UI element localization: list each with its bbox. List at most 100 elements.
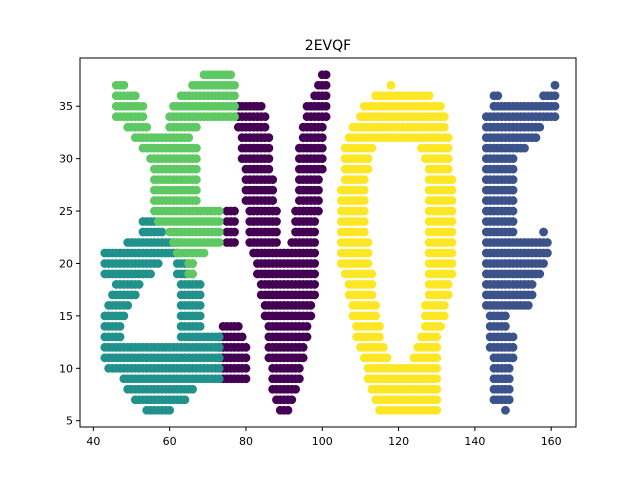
- scatter-point-series-3: [146, 269, 155, 279]
- scatter-point-series-5: [378, 342, 388, 352]
- scatter-point-series-1: [321, 112, 331, 122]
- scatter-point-series-1: [302, 332, 312, 342]
- scatter-point-series-1: [294, 374, 304, 384]
- scatter-point-series-4: [230, 80, 239, 90]
- scatter-point-series-1: [302, 321, 312, 331]
- scatter-point-series-1: [260, 122, 270, 132]
- x-tick-label: 160: [541, 435, 562, 448]
- scatter-point-series-3: [134, 280, 144, 289]
- scatter-point-series-5: [367, 290, 377, 300]
- plot-frame: [79, 57, 577, 428]
- scatter-point-series-1: [230, 238, 239, 247]
- scatter-point-series-2: [508, 154, 518, 164]
- scatter-point-series-3: [119, 311, 129, 321]
- scatter-point-series-3: [157, 227, 167, 237]
- scatter-point-series-4: [191, 196, 201, 205]
- scatter-point-series-2: [508, 332, 518, 342]
- scatter-point-series-1: [264, 143, 274, 153]
- scatter-point-series-1: [310, 269, 320, 279]
- scatter-point-series-5: [359, 217, 369, 226]
- scatter-point-series-5: [439, 112, 449, 122]
- scatter-point-series-2: [508, 353, 518, 363]
- scatter-point-series-5: [424, 91, 434, 101]
- scatter-point-series-1: [298, 342, 308, 352]
- scatter-point-series-2: [508, 342, 518, 352]
- scatter-point-series-4: [226, 70, 236, 80]
- scatter-point-series-3: [180, 395, 190, 405]
- scatter-point-series-5: [439, 311, 449, 321]
- scatter-point-series-4: [130, 91, 140, 101]
- scatter-point-series-1: [321, 101, 331, 111]
- scatter-point-series-4: [191, 122, 201, 132]
- scatter-point-series-5: [382, 353, 392, 363]
- scatter-point-series-1: [283, 405, 293, 415]
- scatter-point-series-4: [184, 133, 194, 143]
- scatter-point-series-3: [115, 321, 125, 331]
- scatter-point-series-5: [363, 154, 373, 164]
- scatter-point-series-3: [214, 363, 224, 373]
- scatter-point-series-1: [321, 70, 331, 80]
- y-tick-label: 35: [59, 100, 73, 113]
- scatter-point-series-2: [504, 395, 514, 405]
- scatter-point-series-3: [115, 332, 125, 342]
- scatter-point-series-1: [256, 101, 266, 111]
- scatter-point-series-4: [214, 227, 224, 237]
- scatter-point-series-1: [314, 206, 323, 216]
- scatter-point-series-5: [363, 164, 373, 174]
- scatter-point-series-1: [306, 301, 316, 310]
- scatter-point-series-4: [214, 206, 224, 216]
- scatter-point-series-1: [287, 395, 297, 405]
- scatter-point-series-5: [375, 321, 384, 331]
- scatter-point-series-5: [359, 175, 369, 185]
- scatter-point-series-1: [272, 227, 281, 237]
- scatter-point-series-1: [314, 175, 323, 185]
- scatter-point-series-1: [268, 175, 278, 185]
- scatter-point-series-3: [195, 280, 205, 289]
- scatter-point-series-5: [447, 175, 457, 185]
- scatter-point-series-5: [443, 280, 453, 289]
- scatter-point-series-4: [191, 143, 201, 153]
- scatter-point-series-5: [447, 206, 457, 216]
- scatter-point-series-5: [363, 238, 373, 247]
- x-tick-label: 40: [86, 435, 100, 448]
- scatter-point-series-5: [371, 301, 381, 310]
- scatter-point-series-5: [359, 196, 369, 205]
- scatter-point-series-5: [363, 248, 373, 258]
- scatter-point-series-4: [142, 122, 152, 132]
- scatter-point-series-2: [508, 206, 518, 216]
- scatter-point-series-5: [432, 342, 442, 352]
- scatter-point-series-1: [310, 217, 320, 226]
- scatter-point-series-2: [501, 321, 510, 331]
- scatter-point-series-2: [493, 91, 503, 101]
- scatter-point-series-4: [199, 248, 209, 258]
- scatter-point-series-3: [123, 301, 133, 310]
- scatter-point-series-4: [230, 91, 239, 101]
- scatter-point-series-1: [230, 227, 239, 237]
- scatter-point-series-4: [191, 154, 201, 164]
- scatter-point-series-2: [539, 227, 548, 237]
- chart-title: 2EVQF: [305, 38, 351, 54]
- scatter-point-series-2: [508, 175, 518, 185]
- scatter-point-series-1: [268, 185, 278, 195]
- scatter-point-series-2: [527, 290, 537, 300]
- scatter-point-series-1: [310, 290, 320, 300]
- scatter-point-series-1: [264, 164, 274, 174]
- scatter-point-series-2: [550, 101, 560, 111]
- scatter-point-series-5: [359, 185, 369, 195]
- scatter-point-series-1: [272, 238, 281, 247]
- scatter-point-series-1: [310, 280, 320, 289]
- scatter-point-series-5: [432, 332, 442, 342]
- scatter-point-series-5: [432, 353, 442, 363]
- scatter-point-series-5: [447, 259, 457, 268]
- scatter-point-series-1: [268, 196, 278, 205]
- scatter-point-series-5: [443, 290, 453, 300]
- scatter-point-series-1: [230, 217, 239, 226]
- scatter-point-series-1: [306, 311, 316, 321]
- scatter-point-series-5: [367, 143, 377, 153]
- scatter-point-series-2: [504, 374, 514, 384]
- scatter-point-series-1: [241, 374, 251, 384]
- scatter-point-series-4: [191, 185, 201, 195]
- scatter-point-series-5: [443, 154, 453, 164]
- scatter-point-series-4: [191, 164, 201, 174]
